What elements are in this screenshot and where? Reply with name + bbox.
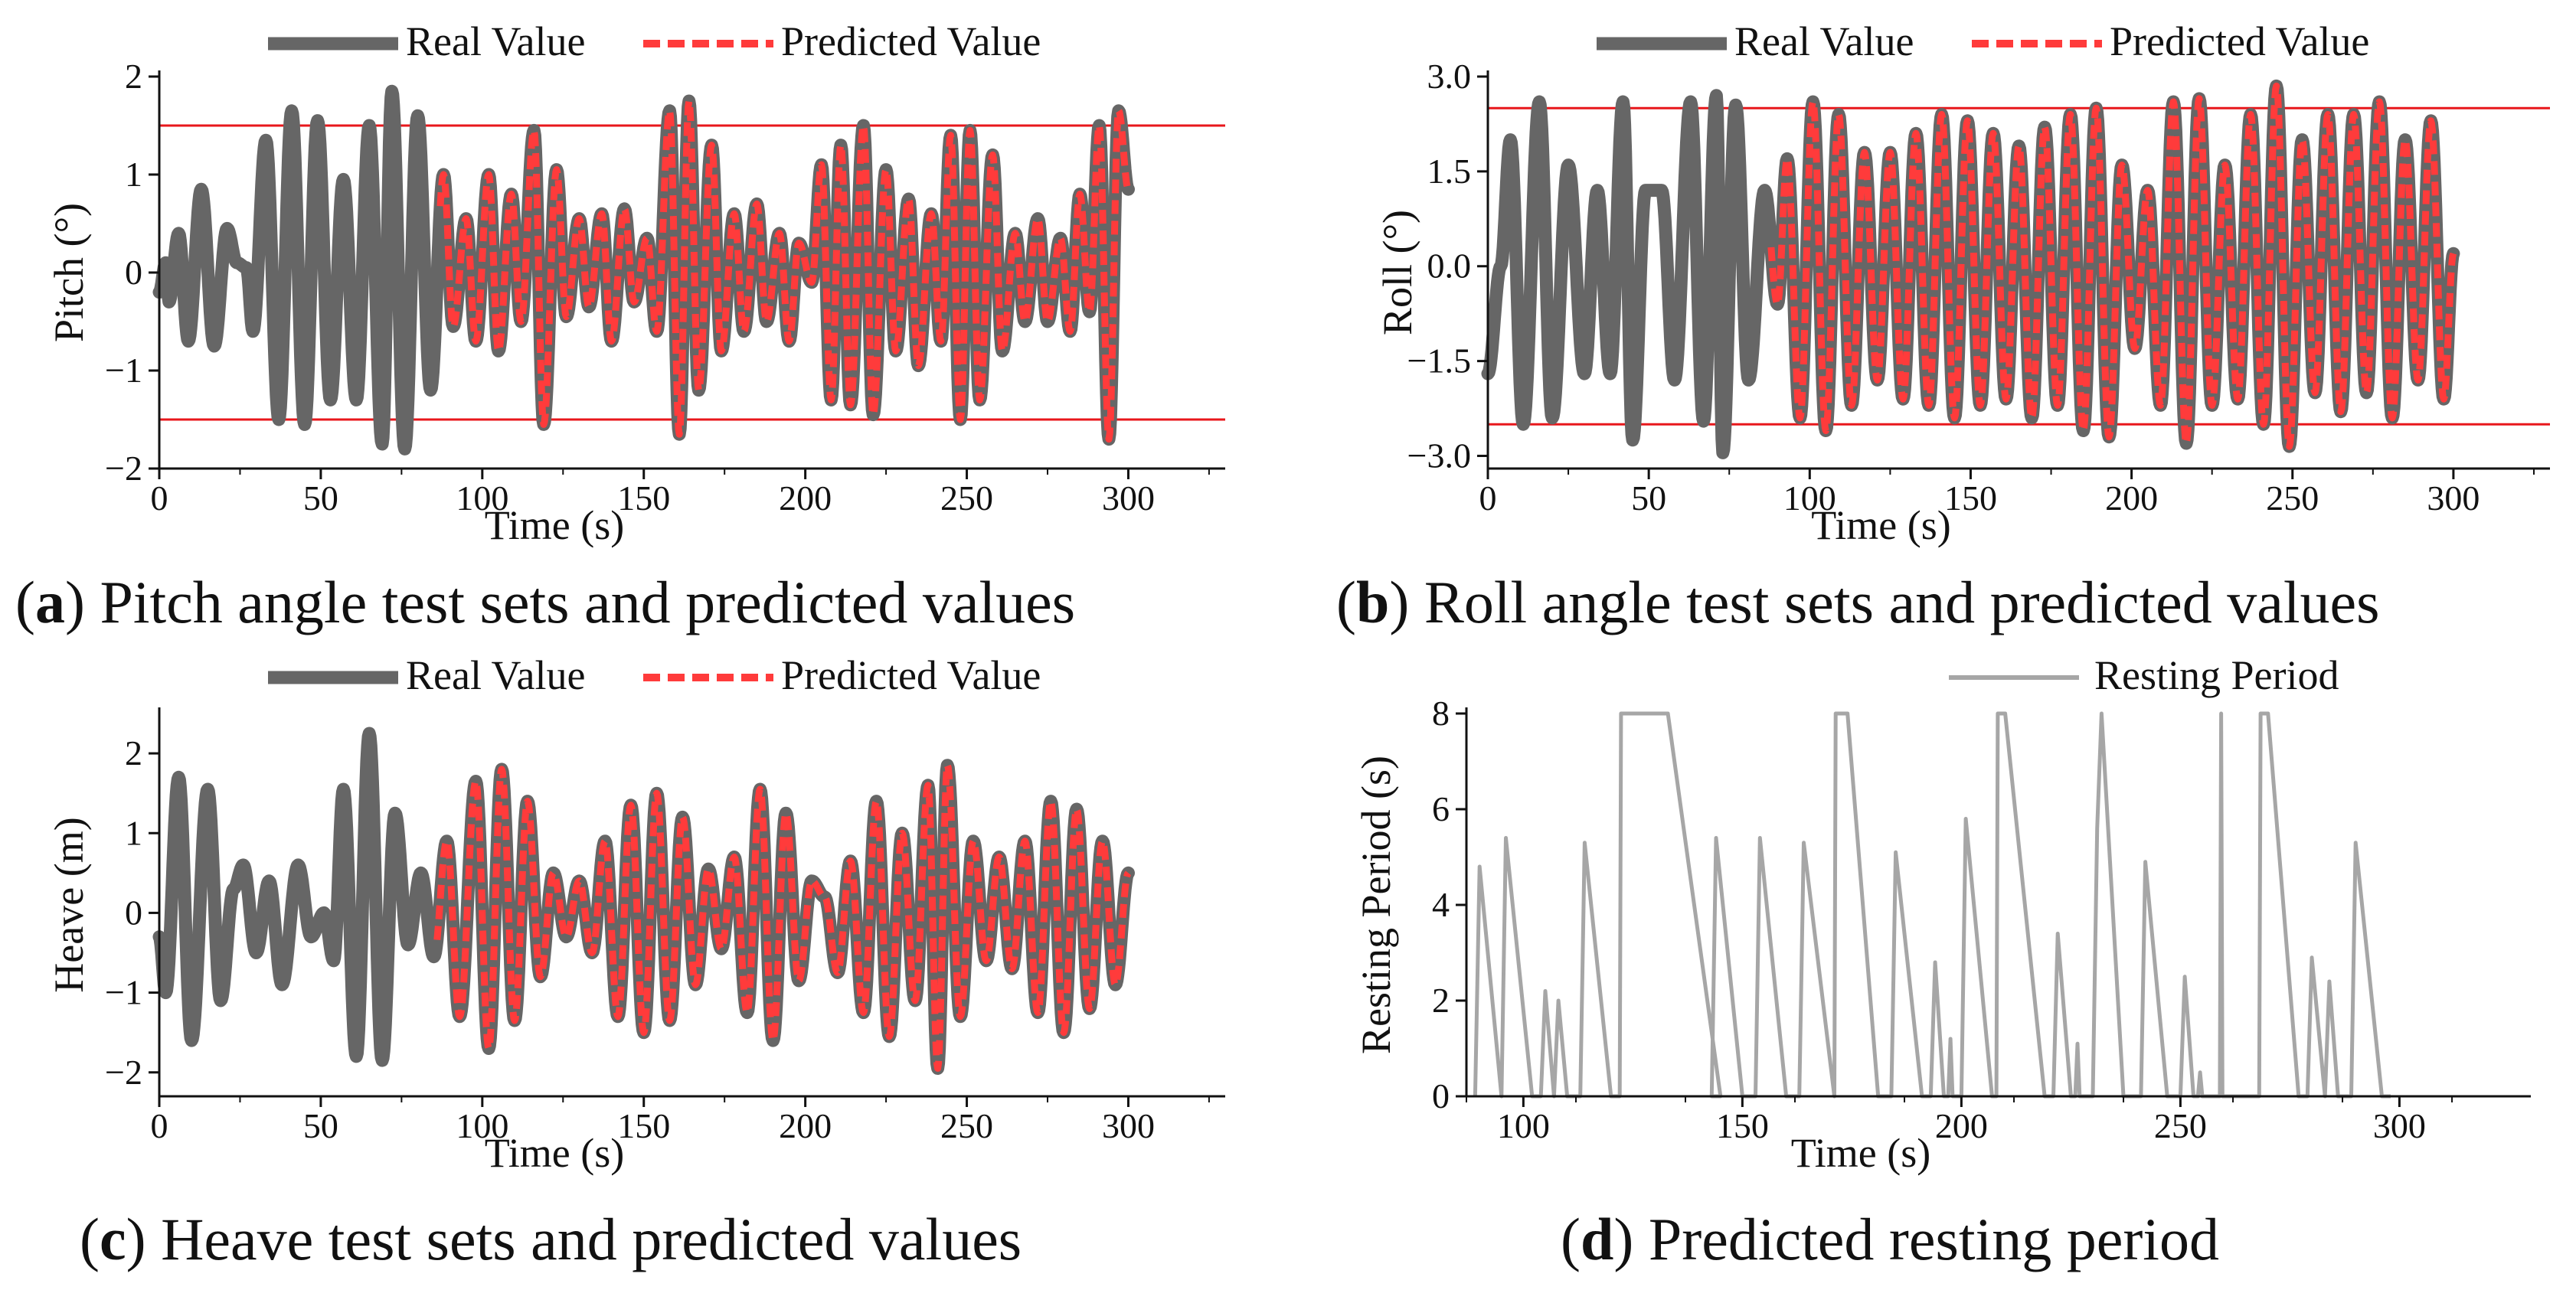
x-axis-label: Time (s) xyxy=(485,502,625,548)
y-tick-label: 2 xyxy=(125,733,142,772)
x-tick-label: 50 xyxy=(303,478,338,518)
y-axis-label: Pitch (°) xyxy=(46,203,92,342)
legend-label-real-value: Real Value xyxy=(406,18,585,64)
y-tick-label: 4 xyxy=(1432,885,1450,924)
y-tick-label: 1.5 xyxy=(1427,152,1472,191)
x-tick-label: 250 xyxy=(2266,478,2319,518)
y-tick-label: −1 xyxy=(105,973,142,1012)
series-line-predicted-value xyxy=(433,762,1132,1072)
x-tick-label: 300 xyxy=(1102,1106,1155,1145)
x-tick-label: 50 xyxy=(1631,478,1666,518)
y-tick-label: −2 xyxy=(105,449,142,488)
x-tick-label: 200 xyxy=(2105,478,2158,518)
y-tick-label: 2 xyxy=(1432,981,1450,1020)
y-tick-label: −2 xyxy=(105,1053,142,1092)
x-axis-label: Time (s) xyxy=(1791,1130,1931,1176)
y-tick-label: 0 xyxy=(125,893,142,932)
y-tick-label: 3.0 xyxy=(1427,57,1472,96)
y-tick-label: 8 xyxy=(1432,694,1450,733)
chart-panel-d-resting-period: 100 150 200 250 300 0 2 4 6 8 Time (s) Resting Peri… xyxy=(1353,652,2531,1176)
y-tick-label: −1.5 xyxy=(1407,341,1471,380)
x-tick-label: 150 xyxy=(617,478,670,518)
y-tick-label: −1 xyxy=(105,351,142,390)
x-tick-label: 250 xyxy=(940,478,993,518)
caption-d: (d) Predicted resting period xyxy=(1561,1206,2219,1272)
legend-label-resting-period: Resting Period xyxy=(2094,652,2339,698)
x-tick-label: 300 xyxy=(2427,478,2480,518)
caption-b: (b) Roll angle test sets and predicted v… xyxy=(1336,569,2380,635)
y-tick-label: 6 xyxy=(1432,789,1450,828)
x-tick-label: 50 xyxy=(303,1106,338,1145)
y-tick-label: 0 xyxy=(125,253,142,292)
caption-c: (c) Heave test sets and predicted values xyxy=(80,1206,1022,1272)
x-tick-label: 0 xyxy=(1479,478,1497,518)
x-tick-label: 0 xyxy=(151,478,168,518)
chart-panel-b-roll: 0 50 100 150 200 250 300 −3.0 −1.5 0.0 1.5 3.0 Time … xyxy=(1375,18,2550,548)
y-tick-label: −3.0 xyxy=(1407,436,1471,475)
legend-label-predicted-value: Predicted Value xyxy=(781,18,1041,64)
x-tick-label: 200 xyxy=(1935,1106,1988,1145)
x-tick-label: 300 xyxy=(1102,478,1155,518)
series-line-predicted-value xyxy=(436,97,1132,443)
y-tick-label: 0 xyxy=(1432,1076,1450,1115)
legend-label-predicted-value: Predicted Value xyxy=(2110,18,2369,64)
y-axis-label: Resting Period (s) xyxy=(1353,756,1399,1054)
x-tick-label: 250 xyxy=(2154,1106,2207,1145)
y-tick-label: 2 xyxy=(125,57,142,96)
x-tick-label: 200 xyxy=(779,478,832,518)
y-tick-label: 0.0 xyxy=(1427,247,1472,286)
x-tick-label: 100 xyxy=(456,1106,508,1145)
caption-a: (a) Pitch angle test sets and predicted … xyxy=(15,569,1076,635)
x-tick-label: 0 xyxy=(151,1106,168,1145)
x-axis-label: Time (s) xyxy=(485,1130,625,1176)
y-axis-label: Roll (°) xyxy=(1375,210,1420,335)
x-tick-label: 100 xyxy=(456,478,508,518)
y-tick-label: 1 xyxy=(125,813,142,852)
x-tick-label: 300 xyxy=(2373,1106,2426,1145)
legend-label-predicted-value: Predicted Value xyxy=(781,652,1041,698)
x-axis-label: Time (s) xyxy=(1811,502,1951,548)
chart-panel-c-heave: 0 50 100 150 200 250 300 −2 −1 0 1 2 Time (s) Heave (… xyxy=(46,652,1225,1176)
legend-label-real-value: Real Value xyxy=(1734,18,1914,64)
series-line-resting-period xyxy=(1473,711,2391,1099)
chart-panel-a-pitch: 0 50 100 150 200 250 300 −2 −1 0 1 2 Time (s) Pitch (… xyxy=(46,18,1225,548)
x-tick-label: 150 xyxy=(617,1106,670,1145)
x-tick-label: 100 xyxy=(1497,1106,1550,1145)
y-axis-label: Heave (m) xyxy=(46,817,92,992)
x-tick-label: 100 xyxy=(1783,478,1836,518)
legend-label-real-value: Real Value xyxy=(406,652,585,698)
x-tick-label: 250 xyxy=(940,1106,993,1145)
series-line-predicted-value xyxy=(1767,82,2457,450)
y-tick-label: 1 xyxy=(125,155,142,194)
x-tick-label: 200 xyxy=(779,1106,832,1145)
x-tick-label: 150 xyxy=(1716,1106,1769,1145)
x-tick-label: 150 xyxy=(1944,478,1997,518)
